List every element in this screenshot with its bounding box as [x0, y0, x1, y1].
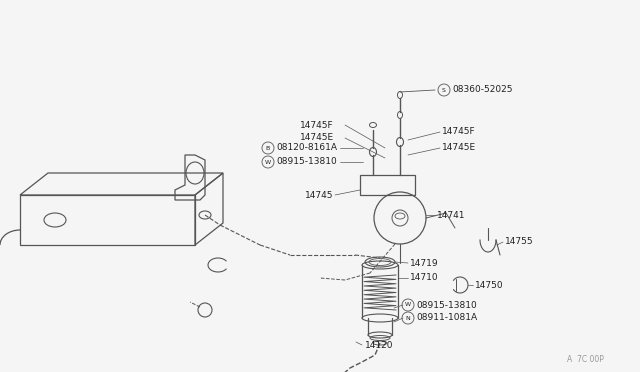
Text: 08915-13810: 08915-13810 — [416, 301, 477, 310]
Text: B: B — [266, 145, 270, 151]
Text: 14719: 14719 — [410, 259, 438, 267]
Text: 14745E: 14745E — [442, 144, 476, 153]
Text: 08120-8161A: 08120-8161A — [276, 144, 337, 153]
Text: 14745F: 14745F — [442, 128, 476, 137]
Text: A  7C 00P: A 7C 00P — [566, 356, 604, 365]
Text: S: S — [442, 87, 446, 93]
Text: 14745E: 14745E — [300, 134, 334, 142]
Text: 08915-13810: 08915-13810 — [276, 157, 337, 167]
Text: 14120: 14120 — [365, 340, 394, 350]
Text: 14745F: 14745F — [300, 121, 333, 129]
Text: 14755: 14755 — [505, 237, 534, 247]
Text: 14710: 14710 — [410, 273, 438, 282]
Text: 08911-1081A: 08911-1081A — [416, 314, 477, 323]
Text: W: W — [405, 302, 411, 308]
Text: W: W — [265, 160, 271, 164]
Text: 14745: 14745 — [305, 190, 333, 199]
Text: 14741: 14741 — [437, 211, 465, 219]
Text: 14750: 14750 — [475, 280, 504, 289]
Text: 08360-52025: 08360-52025 — [452, 86, 513, 94]
Text: N: N — [406, 315, 410, 321]
